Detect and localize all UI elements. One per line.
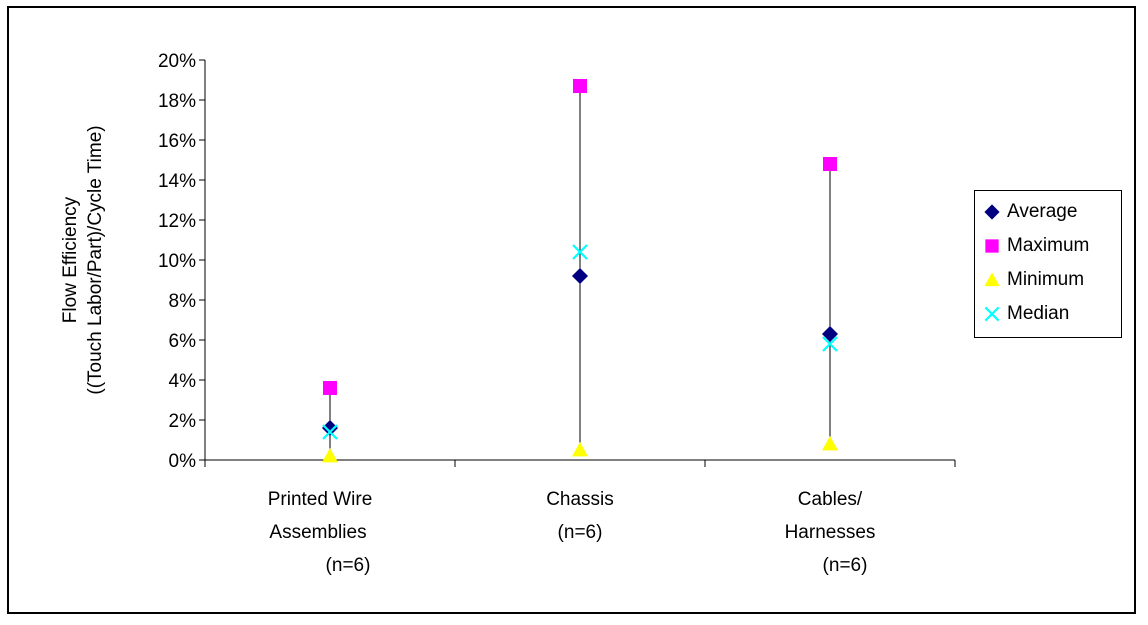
category-label: Cables/ [798,489,863,510]
x-marker-icon [984,306,1000,322]
y-tick-label: 12% [158,211,196,232]
category-label: Assemblies [269,522,366,543]
legend-label: Maximum [1007,235,1090,256]
point-maximum [823,157,837,171]
legend-marker-median [984,306,1000,322]
point-median [822,336,838,352]
point-average [572,268,588,284]
legend-label: Minimum [1007,269,1085,290]
point-median [572,244,588,260]
category-label: (n=6) [326,555,371,576]
x-axis [204,459,956,467]
point-minimum [822,436,838,451]
data-marks [322,79,838,463]
point-median [322,424,338,440]
category-label: Chassis [546,489,614,510]
y-tick-label: 2% [169,411,197,432]
triangle-marker-icon [984,272,1000,287]
y-tick-label: 14% [158,171,196,192]
legend-item-median: Median [975,297,1121,331]
point-maximum [323,381,337,395]
legend-marker-minimum [984,272,1000,287]
y-tick-label: 18% [158,91,196,112]
legend-marker-average [984,204,1000,220]
category-label: (n=6) [558,522,603,543]
point-average [322,420,338,436]
legend: Average Maximum Minimum Median [974,190,1122,338]
y-tick-label: 10% [158,251,196,272]
point-minimum [322,448,338,463]
point-minimum [572,442,588,457]
y-tick-label: 8% [169,291,197,312]
square-marker-icon [985,239,999,253]
y-axis-label: Flow Efficiency ((Touch Labor/Part)/Cycle… [60,125,106,394]
y-axis-label-line: Flow Efficiency [60,196,81,323]
legend-item-average: Average [975,195,1121,229]
category-labels: Printed Wire Assemblies (n=6) Chassis (n=6) C… [268,489,876,576]
legend-label: Median [1007,303,1070,324]
point-average [822,326,838,342]
y-tick-label: 16% [158,131,196,152]
y-axis-label-line: ((Touch Labor/Part)/Cycle Time) [85,125,106,394]
y-axis: 0% 2% 4% 6% 8% 10% 12% 14% 16% 18% 20% [158,51,206,472]
diamond-marker-icon [984,204,1000,220]
legend-marker-maximum [985,239,999,253]
y-tick-label: 20% [158,51,196,72]
legend-item-maximum: Maximum [975,229,1121,263]
legend-item-minimum: Minimum [975,263,1121,297]
y-tick-label: 0% [169,451,197,472]
chart-frame [7,6,1136,614]
y-tick-label: 4% [169,371,197,392]
y-tick-label: 6% [169,331,197,352]
category-label: Harnesses [785,522,876,543]
point-maximum [573,79,587,93]
category-label: Printed Wire [268,489,373,510]
category-label: (n=6) [823,555,868,576]
legend-label: Average [1007,201,1078,222]
